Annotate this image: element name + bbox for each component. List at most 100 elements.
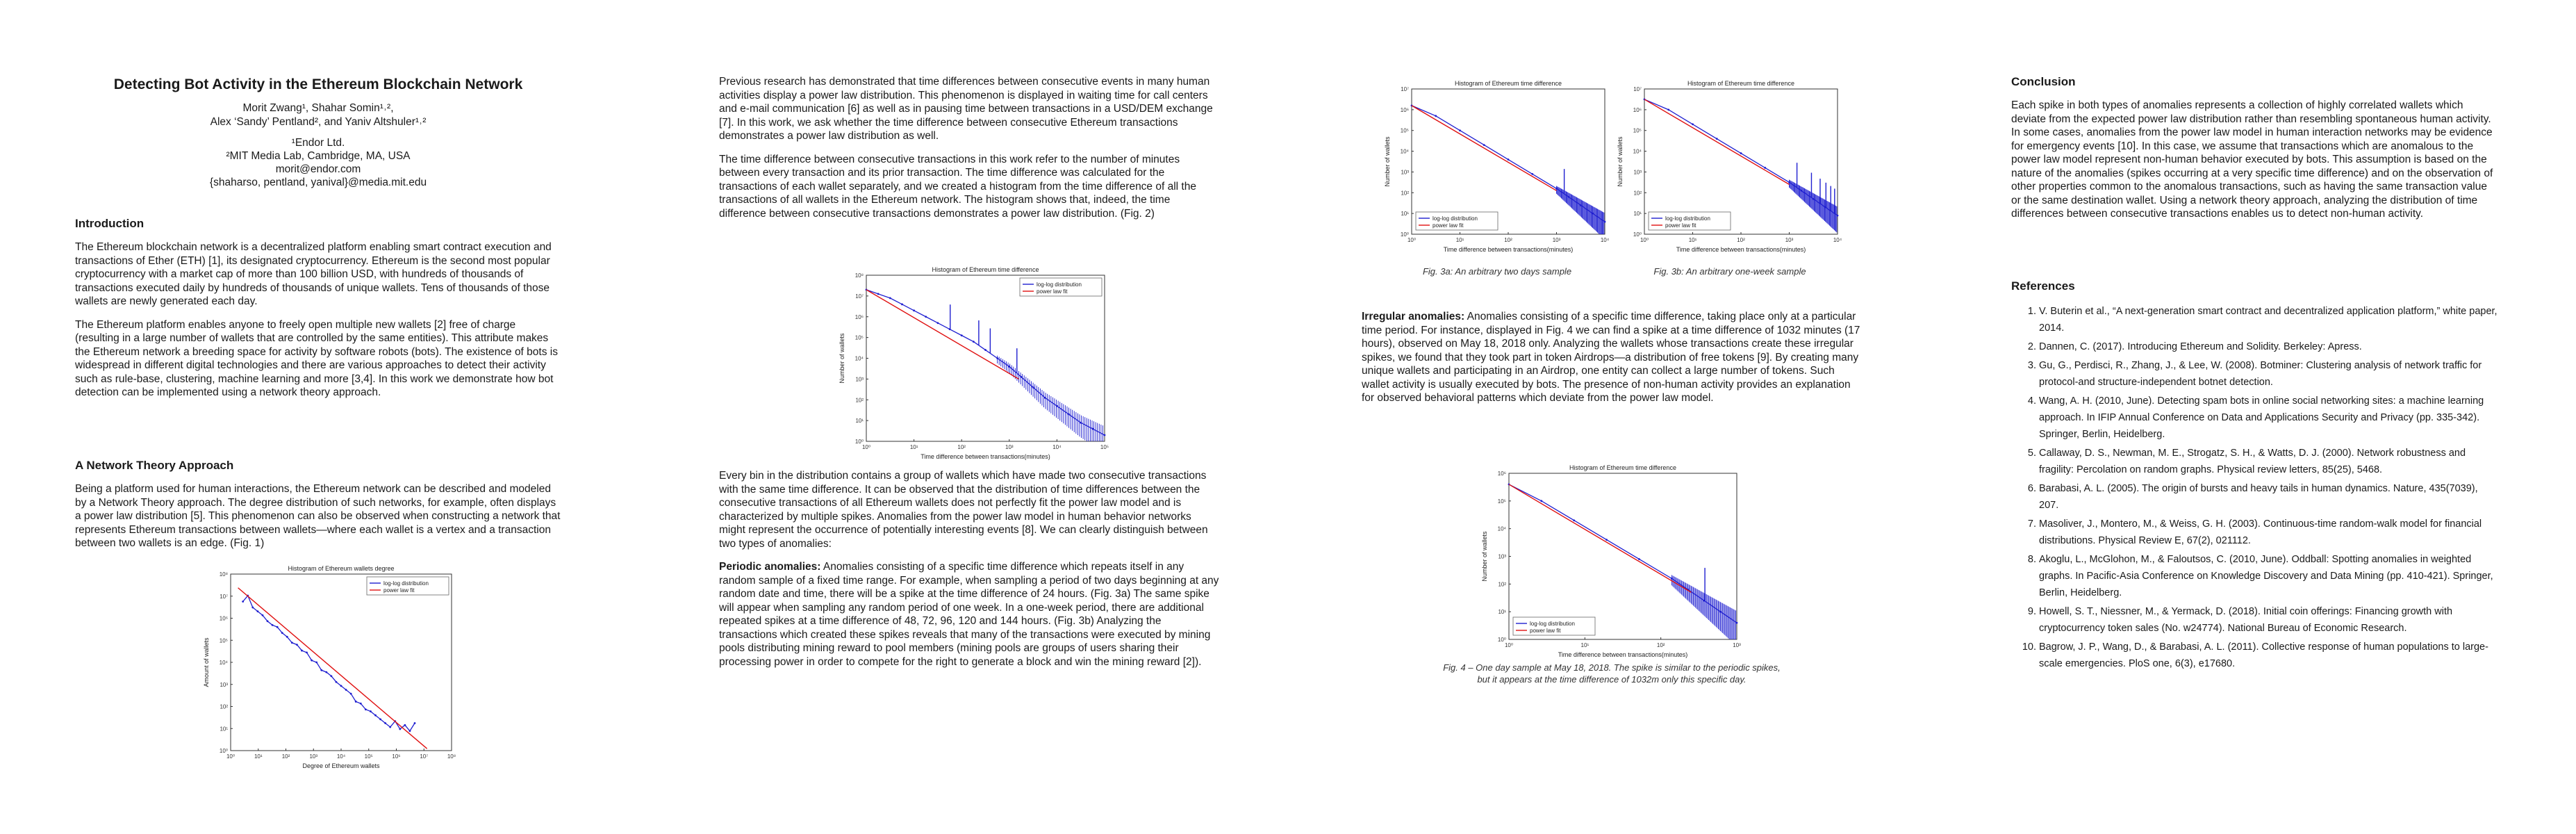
- x-tick-label: 10⁰: [1640, 237, 1649, 243]
- x-tick-label: 10⁰: [862, 444, 870, 450]
- y-tick-label: 10⁵: [1401, 128, 1409, 134]
- y-tick-label: 10¹: [1401, 211, 1409, 217]
- chart-title: Histogram of Ethereum time difference: [1569, 464, 1676, 471]
- distribution-point: [276, 626, 279, 628]
- distribution-point: [296, 644, 298, 646]
- paper-title: Detecting Bot Activity in the Ethereum B…: [113, 76, 523, 92]
- distribution-point: [1507, 158, 1510, 161]
- email-2: {shaharso, pentland, yanival}@media.mit.…: [209, 177, 427, 188]
- affiliations: ¹Endor Ltd. ²MIT Media Lab, Cambridge, M…: [75, 136, 561, 189]
- y-tick-label: 10⁶: [1633, 107, 1642, 113]
- y-tick-label: 10⁰: [1633, 231, 1642, 238]
- power-law-fit-line: [1644, 99, 1790, 185]
- column-1: Detecting Bot Activity in the Ethereum B…: [75, 0, 561, 189]
- distribution-point: [877, 293, 880, 295]
- distribution-point: [384, 722, 386, 724]
- y-tick-label: 10³: [1498, 554, 1506, 560]
- y-tick-label: 10⁵: [220, 637, 228, 644]
- chart-title: Histogram of Ethereum time difference: [1455, 80, 1562, 87]
- distribution-point: [290, 641, 293, 644]
- y-axis-label: Number of wallets: [1481, 531, 1488, 582]
- y-tick-label: 10²: [1633, 190, 1642, 196]
- plot-frame: [1411, 88, 1605, 235]
- y-tick-label: 10⁸: [220, 571, 228, 578]
- distribution-point: [261, 614, 264, 616]
- x-tick-label: 10³: [1733, 642, 1741, 648]
- x-tick-label: 10³: [309, 753, 317, 760]
- distribution-point: [349, 692, 352, 695]
- legend-entry: log-log distribution: [1037, 281, 1082, 288]
- plot-frame: [866, 275, 1105, 442]
- legend-entry: log-log distribution: [1433, 215, 1478, 222]
- x-axis-label: Degree of Ethereum wallets: [302, 762, 380, 769]
- reference-item: Dannen, C. (2017). Introducing Ethereum …: [2039, 338, 2497, 355]
- distribution-point: [389, 726, 392, 728]
- x-tick-label: 10²: [957, 444, 966, 450]
- y-tick-label: 10⁴: [1498, 526, 1507, 532]
- figure-3a-chart: Histogram of Ethereum time difference 10⁰…: [1384, 80, 1610, 253]
- y-axis-label: Number of wallets: [1384, 136, 1391, 187]
- distribution-point: [345, 689, 347, 691]
- reference-item: Wang, A. H. (2010, June). Detecting spam…: [2039, 393, 2497, 443]
- reference-item: Bagrow, J. P., Wang, D., & Barabasi, A. …: [2039, 639, 2497, 672]
- distribution-point: [359, 702, 362, 705]
- y-tick-label: 10³: [855, 376, 864, 382]
- legend-entry: log-log distribution: [383, 580, 429, 587]
- x-tick-label: 10⁶: [392, 753, 400, 760]
- distribution-line: [1508, 484, 1737, 623]
- distribution-point: [1740, 152, 1742, 154]
- y-tick-label: 10⁵: [1633, 128, 1642, 134]
- conclusion-section: Conclusion Each spike in both types of a…: [2011, 75, 2497, 221]
- distribution-point: [1531, 173, 1534, 175]
- references-section: References V. Buterin et al., “A next-ge…: [2011, 279, 2497, 674]
- distribution-point: [1605, 539, 1608, 541]
- affiliation-2: ²MIT Media Lab, Cambridge, MA, USA: [226, 150, 411, 162]
- figure-3a: Histogram of Ethereum time difference 10⁰…: [1382, 78, 1612, 255]
- affiliation-1: ¹Endor Ltd.: [291, 137, 345, 149]
- distribution-point: [1764, 167, 1767, 169]
- author-list: Morit Zwang¹, Shahar Somin¹˒², Alex ‘San…: [75, 101, 561, 129]
- figure-4-caption-line-2: but it appears at the time difference of…: [1477, 674, 1747, 685]
- y-tick-label: 10⁶: [1498, 471, 1506, 477]
- authors-line-2: Alex ‘Sandy’ Pentland², and Yaniv Altshu…: [210, 116, 427, 128]
- distribution-point: [901, 303, 903, 306]
- data-series: [1508, 483, 1738, 639]
- legend-entry: power law fit: [1433, 222, 1464, 229]
- distribution-point: [972, 341, 975, 343]
- distribution-point: [960, 334, 963, 337]
- x-tick-label: 10⁰: [226, 753, 235, 760]
- irregular-anomalies-label: Irregular anomalies:: [1362, 311, 1465, 322]
- distribution-point: [256, 610, 259, 613]
- distribution-point: [1573, 519, 1576, 522]
- plot-frame: [1508, 473, 1737, 640]
- reference-item: Gu, G., Perdisci, R., Zhang, J., & Lee, …: [2039, 357, 2497, 391]
- distribution-point: [320, 669, 323, 671]
- distribution-point: [330, 675, 333, 678]
- x-tick-label: 10³: [1785, 237, 1794, 243]
- distribution-point: [984, 349, 986, 351]
- figure-3b-chart: Histogram of Ethereum time difference 10⁰…: [1617, 80, 1842, 253]
- power-law-fit-line: [1508, 484, 1692, 593]
- x-tick-label: 10⁵: [1100, 444, 1109, 450]
- distribution-point: [266, 620, 269, 623]
- x-tick-label: 10²: [282, 753, 290, 760]
- reference-item: V. Buterin et al., “A next-generation sm…: [2039, 303, 2497, 336]
- x-tick-label: 10⁴: [1601, 237, 1610, 243]
- figure-3a-caption: Fig. 3a: An arbitrary two days sample: [1422, 266, 1572, 277]
- email-1: morit@endor.com: [275, 163, 361, 175]
- legend-entry: log-log distribution: [1530, 621, 1575, 627]
- x-axis-label: Time difference between transactions(min…: [1558, 651, 1688, 658]
- power-law-fit-line: [1411, 105, 1557, 191]
- legend-entry: power law fit: [1665, 222, 1696, 229]
- x-tick-label: 10¹: [910, 444, 918, 450]
- x-tick-label: 10¹: [1456, 237, 1464, 243]
- distribution-point: [335, 680, 338, 683]
- distribution-line: [242, 594, 415, 732]
- x-tick-label: 10⁰: [1407, 237, 1416, 243]
- time-difference-paragraph: The time difference between consecutive …: [719, 153, 1196, 220]
- x-tick-label: 10²: [1504, 237, 1512, 243]
- x-tick-label: 10²: [1657, 642, 1665, 648]
- network-theory-heading: A Network Theory Approach: [75, 459, 234, 472]
